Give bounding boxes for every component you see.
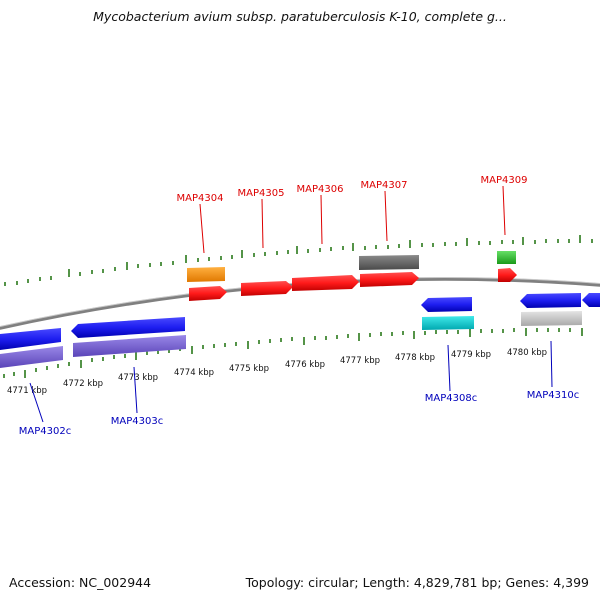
- gene-label[interactable]: MAP4310c: [527, 390, 579, 401]
- gene-label[interactable]: MAP4303c: [111, 416, 163, 427]
- gene-feature-forward[interactable]: [359, 255, 419, 270]
- scale-label: 4775 kbp: [229, 364, 269, 374]
- forward-leader-lines: [199, 185, 506, 254]
- reverse-leader-lines: [29, 340, 553, 423]
- scale-label: 4777 kbp: [340, 356, 380, 366]
- gene-feature-reverse[interactable]: [73, 335, 186, 357]
- leader-line: [320, 194, 323, 245]
- gene-feature-reverse[interactable]: [421, 297, 472, 312]
- scale-label: 4779 kbp: [451, 350, 491, 360]
- gene-feature-reverse[interactable]: [520, 293, 581, 308]
- gene-feature-reverse[interactable]: [521, 311, 582, 326]
- reverse-labels: MAP4302c MAP4303c MAP4308c MAP4310c: [19, 390, 579, 437]
- leader-line: [447, 344, 451, 392]
- gene-feature-forward[interactable]: [292, 275, 359, 291]
- leader-line: [550, 340, 553, 388]
- gene-label[interactable]: MAP4302c: [19, 426, 71, 437]
- leader-line: [29, 382, 44, 423]
- scale-label: 4771 kbp: [7, 386, 47, 396]
- gene-feature-reverse[interactable]: [0, 328, 61, 350]
- gene-feature-forward[interactable]: [498, 268, 517, 282]
- forward-labels: MAP4304 MAP4305 MAP4306 MAP4307 MAP4309: [177, 175, 528, 204]
- gene-feature-reverse[interactable]: [71, 317, 185, 338]
- outer-tick-track: [4, 235, 593, 286]
- accession-text: Accession: NC_002944: [9, 575, 152, 590]
- gene-feature-forward[interactable]: [187, 267, 225, 282]
- gene-label[interactable]: MAP4306: [297, 184, 344, 195]
- scale-label: 4778 kbp: [395, 353, 435, 363]
- scale-labels: 4771 kbp 4772 kbp 4773 kbp 4774 kbp 4775…: [7, 348, 547, 396]
- leader-line: [384, 190, 388, 242]
- gene-label[interactable]: MAP4304: [177, 193, 224, 204]
- genome-summary-text: Topology: circular; Length: 4,829,781 bp…: [245, 575, 589, 590]
- gene-label[interactable]: MAP4305: [238, 188, 285, 199]
- leader-line: [502, 185, 506, 236]
- gene-feature-reverse[interactable]: [582, 293, 600, 307]
- gene-label[interactable]: MAP4307: [361, 180, 408, 191]
- gene-label[interactable]: MAP4308c: [425, 393, 477, 404]
- scale-label: 4774 kbp: [174, 368, 214, 378]
- gene-feature-forward[interactable]: [497, 251, 516, 264]
- leader-line: [199, 203, 205, 254]
- gene-feature-forward[interactable]: [360, 272, 419, 287]
- gene-feature-reverse[interactable]: [0, 346, 63, 368]
- reverse-features: [0, 293, 600, 368]
- scale-label: 4772 kbp: [63, 379, 103, 389]
- inner-tick-track: [3, 328, 583, 378]
- gene-feature-forward[interactable]: [241, 281, 293, 296]
- leader-line: [133, 366, 138, 414]
- scale-label: 4780 kbp: [507, 348, 547, 358]
- gene-label[interactable]: MAP4309: [481, 175, 528, 186]
- scale-label: 4773 kbp: [118, 373, 158, 383]
- gene-feature-forward[interactable]: [189, 286, 227, 301]
- scale-label: 4776 kbp: [285, 360, 325, 370]
- forward-features: [187, 251, 517, 301]
- gene-feature-reverse[interactable]: [422, 316, 474, 330]
- map-title: Mycobacterium avium subsp. paratuberculo…: [93, 9, 507, 24]
- leader-line: [261, 198, 264, 249]
